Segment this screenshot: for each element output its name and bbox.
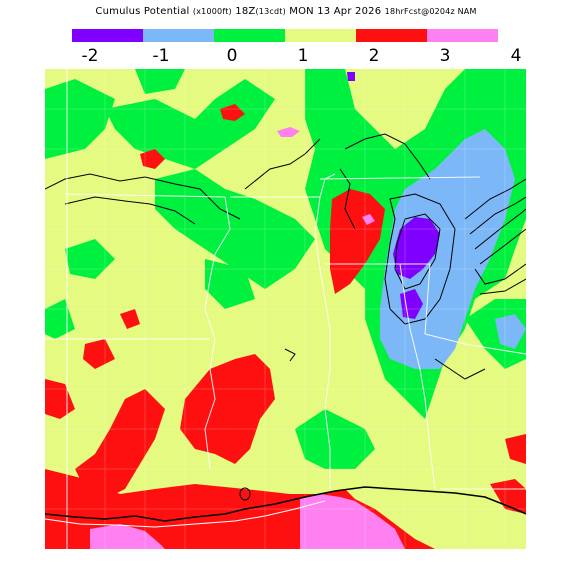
legend-swatch-4 <box>356 29 427 42</box>
legend-swatch-3 <box>285 29 356 42</box>
legend-tick-label: 0 <box>226 46 238 66</box>
legend-swatch-5 <box>427 29 498 42</box>
legend-tick-label: 3 <box>439 46 451 66</box>
legend-tick-label: 2 <box>368 46 380 66</box>
legend-swatch-1 <box>143 29 214 42</box>
contour-lines <box>45 133 526 501</box>
map-svg <box>45 69 526 549</box>
chart-title: Cumulus Potential (x1000ft) 18Z(13cdt) M… <box>0 6 572 17</box>
title-time: 18Z <box>235 6 256 17</box>
title-date: MON 13 Apr 2026 <box>289 6 382 17</box>
legend-tick-label: -1 <box>152 46 170 66</box>
title-units: (x1000ft) <box>192 7 232 16</box>
legend-swatch-0 <box>72 29 143 42</box>
title-model: 18hrFcst@0204z NAM <box>384 7 477 16</box>
coastline <box>45 486 526 528</box>
title-main: Cumulus Potential <box>95 6 190 17</box>
color-legend <box>72 29 498 42</box>
legend-swatch-2 <box>214 29 285 42</box>
title-local: (13cdt) <box>255 7 286 16</box>
legend-ticks: -2 -1 0 1 2 3 4 <box>0 46 572 66</box>
state-borders <box>45 69 526 549</box>
legend-tick-label: -2 <box>81 46 99 66</box>
county-borders <box>45 69 526 549</box>
legend-tick-label: 4 <box>510 46 522 66</box>
legend-tick-label: 1 <box>297 46 309 66</box>
forecast-map <box>45 69 526 549</box>
field-class-3-4 <box>90 127 405 549</box>
